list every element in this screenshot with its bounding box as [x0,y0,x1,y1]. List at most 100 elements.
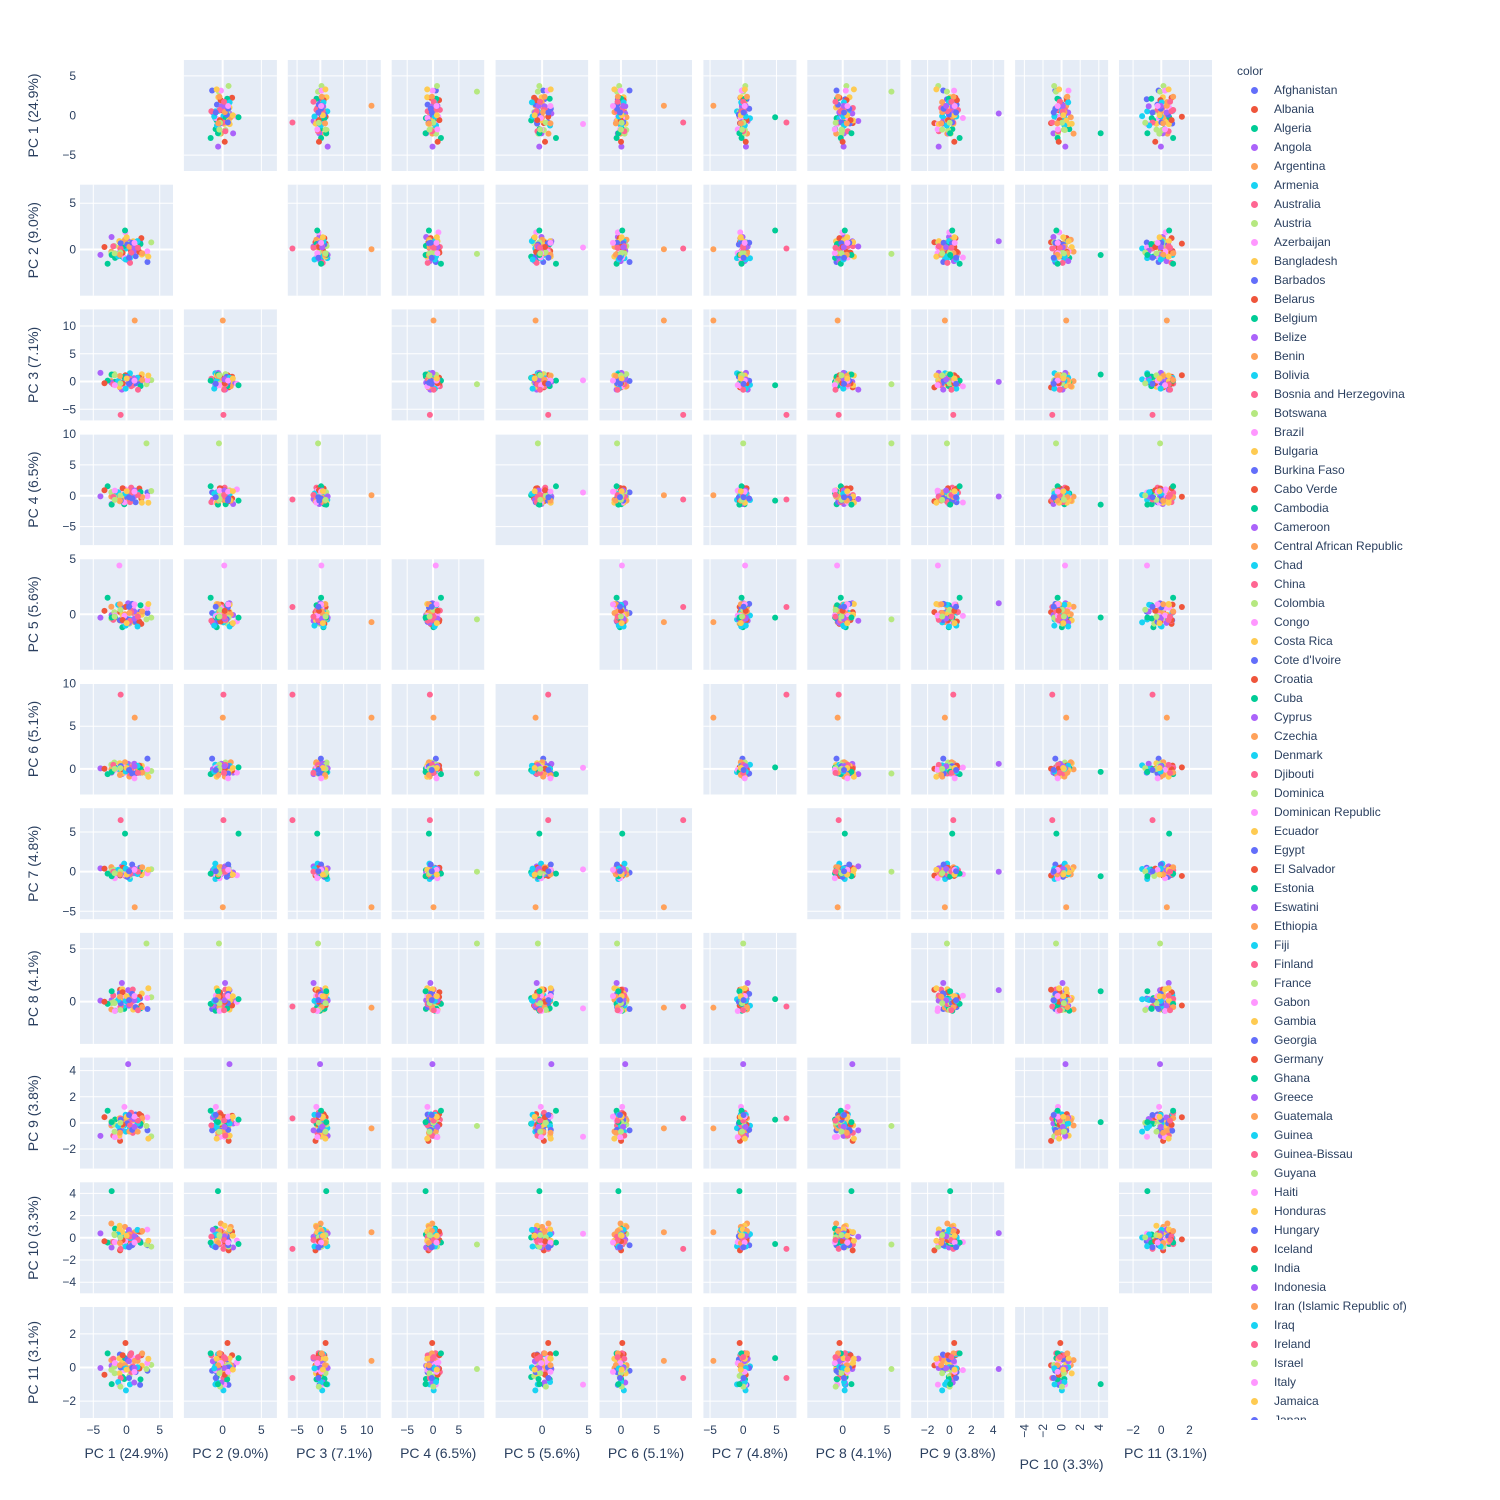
data-point[interactable] [618,138,625,145]
data-point[interactable] [948,386,955,393]
data-point[interactable] [842,87,849,94]
data-point[interactable] [1062,562,1069,569]
data-point[interactable] [746,495,753,502]
data-point[interactable] [123,620,130,627]
data-point[interactable] [139,864,146,871]
data-point[interactable] [547,239,554,246]
data-point[interactable] [951,87,958,94]
data-point[interactable] [1065,238,1072,245]
data-point[interactable] [117,606,124,613]
data-point[interactable] [1178,372,1185,379]
data-point[interactable] [289,245,296,252]
data-point[interactable] [1154,239,1161,246]
data-point[interactable] [322,86,329,93]
data-point[interactable] [424,259,431,266]
data-point[interactable] [229,375,236,382]
data-point[interactable] [542,487,549,494]
data-point[interactable] [888,770,895,777]
data-point[interactable] [437,260,444,267]
data-point[interactable] [1167,386,1174,393]
data-point[interactable] [1156,112,1163,119]
data-point[interactable] [289,496,296,503]
data-point[interactable] [545,380,552,387]
data-point[interactable] [1149,380,1156,387]
data-point[interactable] [959,612,966,619]
data-point[interactable] [1144,501,1151,508]
data-point[interactable] [1060,620,1067,627]
data-point[interactable] [1165,253,1172,260]
data-point[interactable] [613,594,620,601]
data-point[interactable] [1160,120,1167,127]
data-point[interactable] [1063,714,1070,721]
data-point[interactable] [1170,376,1177,383]
data-point[interactable] [545,767,552,774]
data-point[interactable] [426,411,433,418]
data-point[interactable] [710,317,717,324]
data-point[interactable] [617,126,624,133]
data-point[interactable] [315,119,322,126]
data-point[interactable] [1097,614,1104,621]
data-point[interactable] [434,607,441,614]
data-point[interactable] [1056,86,1063,93]
data-point[interactable] [1145,103,1152,110]
data-point[interactable] [1160,82,1167,89]
data-point[interactable] [609,488,616,495]
data-point[interactable] [1170,608,1177,615]
data-point[interactable] [832,606,839,613]
data-point[interactable] [145,866,152,873]
data-point[interactable] [229,765,236,772]
data-point[interactable] [552,260,559,267]
data-point[interactable] [547,120,554,127]
data-point[interactable] [1156,620,1163,627]
data-point[interactable] [614,244,621,251]
data-point[interactable] [229,620,236,627]
data-point[interactable] [995,493,1002,500]
data-point[interactable] [215,120,222,127]
data-point[interactable] [1050,603,1057,610]
data-point[interactable] [956,483,963,490]
data-point[interactable] [1142,606,1149,613]
data-point[interactable] [531,112,538,119]
data-point[interactable] [956,594,963,601]
data-point[interactable] [534,88,541,95]
data-point[interactable] [430,98,437,105]
data-point[interactable] [841,494,848,501]
data-point[interactable] [225,866,232,873]
data-point[interactable] [1054,102,1061,109]
data-point[interactable] [531,765,538,772]
data-point[interactable] [772,497,779,504]
data-point[interactable] [545,130,552,137]
data-point[interactable] [1064,608,1071,615]
data-point[interactable] [741,775,748,782]
data-point[interactable] [322,496,329,503]
data-point[interactable] [783,691,790,698]
data-point[interactable] [943,244,950,251]
data-point[interactable] [315,603,322,610]
data-point[interactable] [1067,114,1074,121]
data-point[interactable] [97,493,104,500]
data-point[interactable] [1059,259,1066,266]
data-point[interactable] [660,492,667,499]
data-point[interactable] [318,82,325,89]
data-point[interactable] [1165,372,1172,379]
data-point[interactable] [740,767,747,774]
data-point[interactable] [209,87,216,94]
data-point[interactable] [221,607,228,614]
data-point[interactable] [1154,775,1161,782]
data-point[interactable] [609,239,616,246]
data-point[interactable] [1143,96,1150,103]
data-point[interactable] [1167,491,1174,498]
data-point[interactable] [660,317,667,324]
data-point[interactable] [580,489,587,496]
data-point[interactable] [1060,250,1067,257]
data-point[interactable] [740,386,747,393]
data-point[interactable] [310,98,317,105]
data-point[interactable] [995,238,1002,245]
data-point[interactable] [740,440,747,447]
data-point[interactable] [221,769,228,776]
data-point[interactable] [737,488,744,495]
data-point[interactable] [428,767,435,774]
data-point[interactable] [738,594,745,601]
data-point[interactable] [934,126,941,133]
data-point[interactable] [425,227,432,234]
